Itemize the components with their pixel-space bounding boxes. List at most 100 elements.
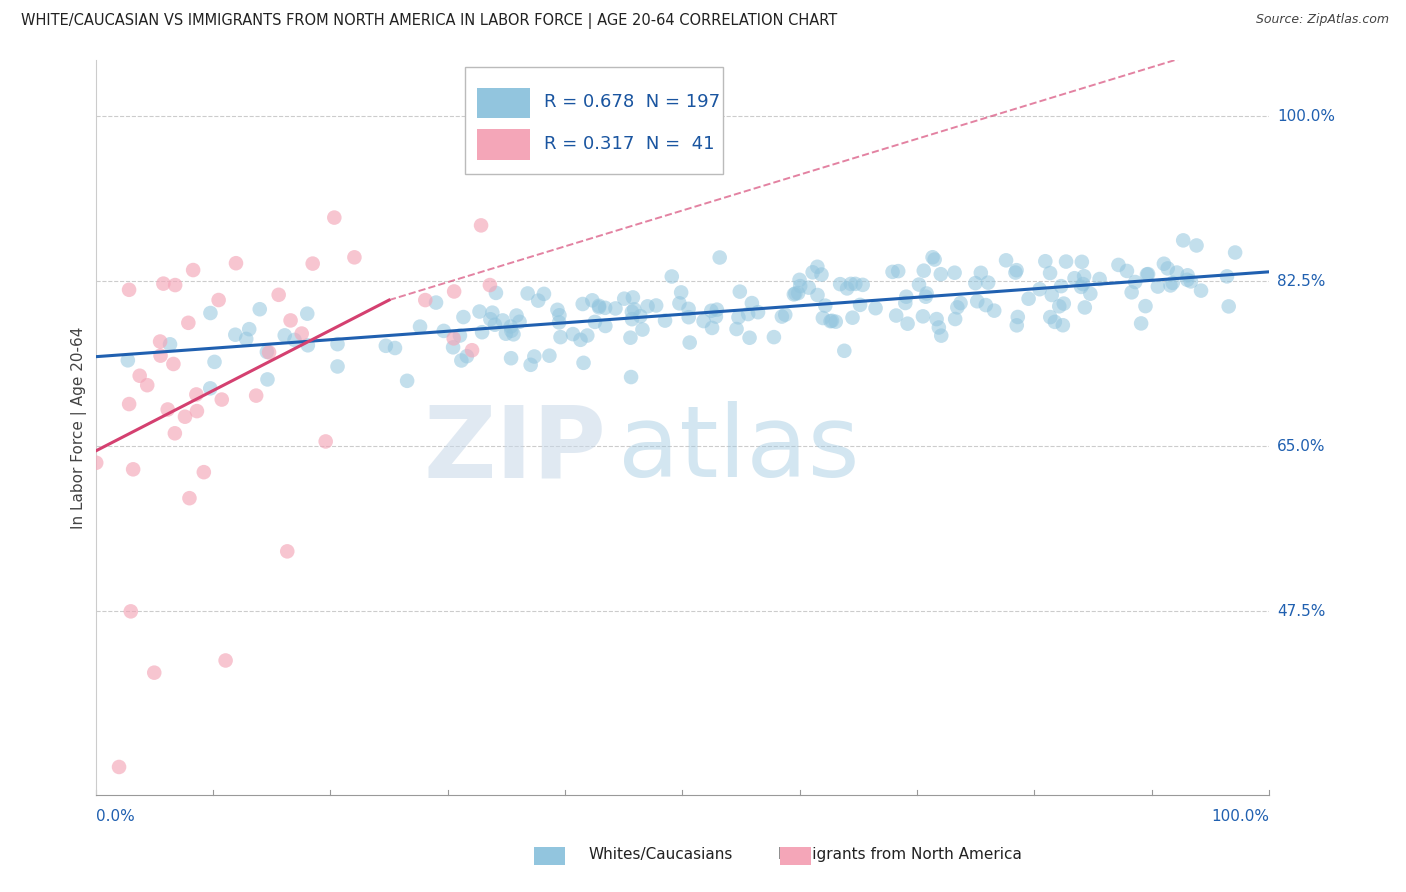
Point [1054,254,1077,268]
Point [509,315,531,329]
FancyBboxPatch shape [477,129,530,161]
Text: 0.0%: 0.0% [96,809,135,824]
Point [159,337,181,351]
Point [200,381,222,395]
Point [613,292,636,306]
Point [620,312,643,326]
Point [1043,315,1066,329]
Point [865,301,887,316]
Point [326,359,349,374]
Point [471,325,494,339]
Point [1047,299,1070,313]
Point [914,290,936,304]
Point [704,310,727,324]
Point [678,301,700,316]
Point [283,333,305,347]
Point [291,326,314,341]
Point [543,147,565,161]
Point [644,136,666,150]
Point [117,353,139,368]
Point [915,286,938,301]
Point [441,340,464,354]
Point [523,350,546,364]
Point [631,322,654,336]
Point [326,337,349,351]
Point [443,285,465,299]
Point [136,378,159,392]
Point [583,315,606,329]
Point [1040,288,1063,302]
Point [801,265,824,279]
Point [274,328,297,343]
Point [620,305,643,319]
Point [413,293,436,307]
Point [806,260,828,274]
Point [214,653,236,667]
Point [224,327,246,342]
Point [783,287,806,301]
Point [120,604,142,618]
Point [538,349,561,363]
Point [700,321,723,335]
Text: 82.5%: 82.5% [1277,274,1326,289]
Point [595,318,617,333]
Point [1157,261,1180,276]
Text: 47.5%: 47.5% [1277,604,1326,619]
Point [1005,263,1028,277]
Point [820,314,842,328]
Point [929,328,952,343]
Point [621,290,644,304]
Point [814,299,837,313]
Point [709,251,731,265]
Point [162,357,184,371]
Text: 100.0%: 100.0% [1211,809,1270,824]
Point [449,328,471,343]
Point [249,302,271,317]
Point [605,301,627,316]
Text: Whites/Caucasians: Whites/Caucasians [589,847,733,862]
Point [1033,254,1056,268]
Point [128,368,150,383]
Point [946,301,969,315]
Point [225,256,247,270]
Point [576,328,599,343]
Point [1028,282,1050,296]
Point [849,298,872,312]
Point [789,273,811,287]
Point [501,324,523,338]
Point [443,331,465,345]
Point [810,268,832,282]
Point [700,303,723,318]
Point [806,288,828,302]
Point [841,310,863,325]
Point [1018,292,1040,306]
Point [211,392,233,407]
Point [897,317,920,331]
Point [908,277,931,292]
Point [143,665,166,680]
Point [785,286,807,301]
Point [280,313,302,327]
Point [787,286,810,301]
Point [181,263,204,277]
Point [1073,269,1095,284]
Point [1070,255,1092,269]
Point [1137,267,1160,281]
Point [1071,277,1094,291]
Point [995,253,1018,268]
Point [122,462,145,476]
Point [118,283,141,297]
Point [894,296,917,310]
Point [581,293,603,308]
Point [747,305,769,319]
Point [495,326,517,341]
Point [186,387,208,401]
Point [257,345,280,359]
Point [468,304,491,318]
Point [1136,268,1159,282]
Point [492,313,515,327]
Point [1050,279,1073,293]
Point [1173,233,1195,247]
Point [548,308,571,322]
Point [1180,274,1202,288]
